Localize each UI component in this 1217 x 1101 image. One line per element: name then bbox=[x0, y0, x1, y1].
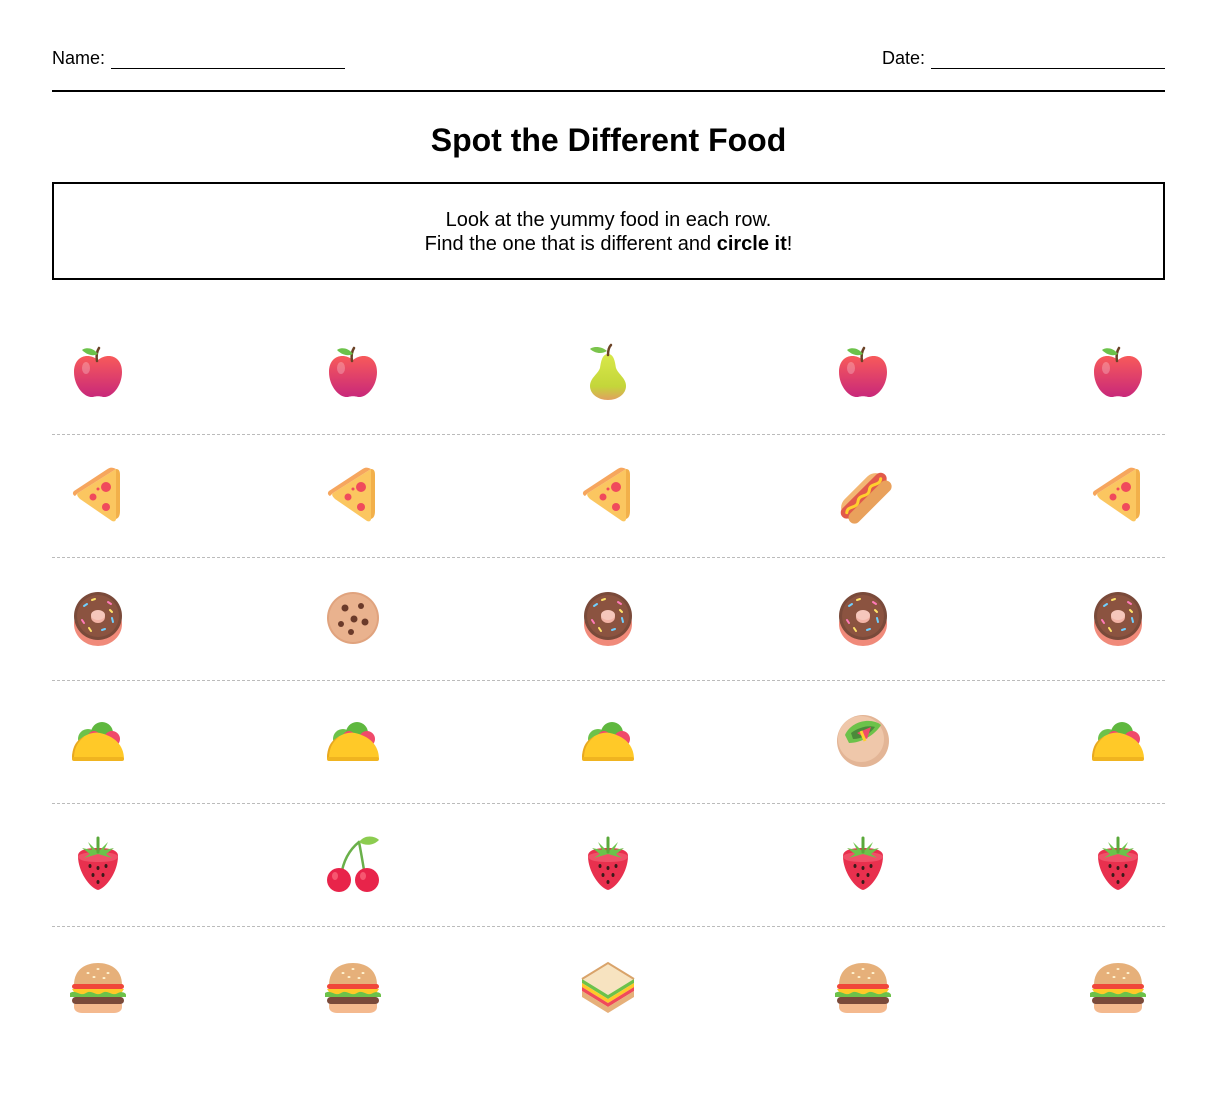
instructions-line-2-bold: circle it bbox=[716, 233, 787, 255]
taco-icon[interactable] bbox=[576, 709, 640, 773]
apple-icon[interactable] bbox=[321, 340, 385, 404]
header-divider bbox=[52, 90, 1165, 92]
food-row bbox=[52, 804, 1165, 927]
taco-icon[interactable] bbox=[321, 709, 385, 773]
donut-icon[interactable] bbox=[66, 586, 130, 650]
strawberry-icon[interactable] bbox=[1086, 832, 1150, 896]
food-row bbox=[52, 312, 1165, 435]
date-label: Date: bbox=[881, 48, 925, 68]
pizza-icon[interactable] bbox=[321, 463, 385, 527]
donut-icon[interactable] bbox=[831, 586, 895, 650]
hamburger-icon[interactable] bbox=[66, 955, 130, 1019]
taco-icon[interactable] bbox=[66, 709, 130, 773]
hotdog-icon[interactable] bbox=[831, 463, 895, 527]
name-label: Name: bbox=[52, 48, 106, 68]
date-blank-line bbox=[931, 48, 1165, 69]
instructions-line-2-suffix: ! bbox=[786, 233, 793, 255]
sandwich-icon[interactable] bbox=[576, 955, 640, 1019]
strawberry-icon[interactable] bbox=[831, 832, 895, 896]
instructions-line-2: Find the one that is different and circl… bbox=[54, 232, 1163, 256]
instructions-line-1: Look at the yummy food in each row. bbox=[445, 209, 772, 231]
pear-icon[interactable] bbox=[576, 340, 640, 404]
cherries-icon[interactable] bbox=[321, 832, 385, 896]
donut-icon[interactable] bbox=[1086, 586, 1150, 650]
apple-icon[interactable] bbox=[1086, 340, 1150, 404]
food-rows bbox=[52, 312, 1165, 1050]
name-field: Name: bbox=[52, 48, 346, 69]
name-blank-line bbox=[111, 48, 346, 69]
instructions-box: Look at the yummy food in each row. Find… bbox=[52, 182, 1165, 280]
cookie-icon[interactable] bbox=[321, 586, 385, 650]
food-row bbox=[52, 435, 1165, 558]
hamburger-icon[interactable] bbox=[1086, 955, 1150, 1019]
apple-icon[interactable] bbox=[831, 340, 895, 404]
food-row bbox=[52, 681, 1165, 804]
pizza-icon[interactable] bbox=[576, 463, 640, 527]
apple-icon[interactable] bbox=[66, 340, 130, 404]
strawberry-icon[interactable] bbox=[576, 832, 640, 896]
burrito-icon[interactable] bbox=[831, 709, 895, 773]
taco-icon[interactable] bbox=[1086, 709, 1150, 773]
food-row bbox=[52, 927, 1165, 1050]
pizza-icon[interactable] bbox=[1086, 463, 1150, 527]
worksheet-header: Name: Date: bbox=[52, 48, 1165, 76]
hamburger-icon[interactable] bbox=[321, 955, 385, 1019]
page-title: Spot the Different Food bbox=[430, 122, 787, 158]
strawberry-icon[interactable] bbox=[66, 832, 130, 896]
donut-icon[interactable] bbox=[576, 586, 640, 650]
date-field: Date: bbox=[882, 48, 1165, 69]
pizza-icon[interactable] bbox=[66, 463, 130, 527]
hamburger-icon[interactable] bbox=[831, 955, 895, 1019]
instructions-line-2-prefix: Find the one that is different and bbox=[424, 233, 717, 255]
food-row bbox=[52, 558, 1165, 681]
